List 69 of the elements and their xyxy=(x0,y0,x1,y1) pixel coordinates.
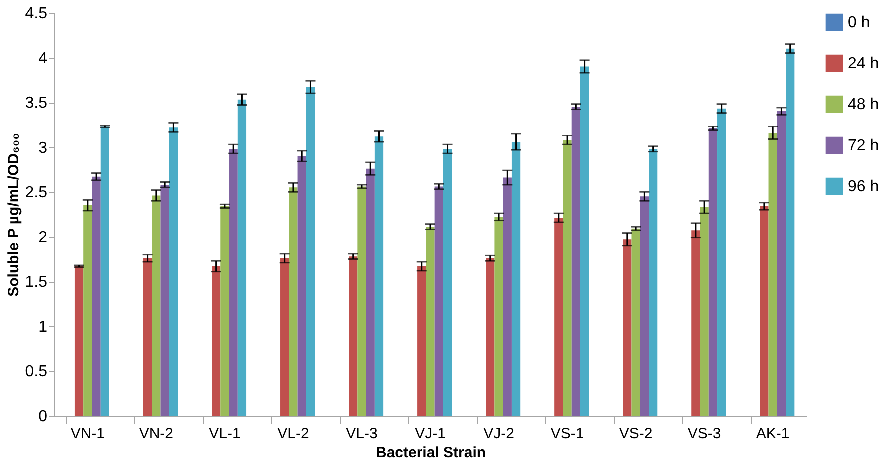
x-tick-label: VS-2 xyxy=(619,426,653,442)
y-tick-label: 2 xyxy=(38,229,48,246)
bar xyxy=(640,196,649,416)
y-tick-label: 0.5 xyxy=(25,364,48,381)
x-tick-label: VJ-1 xyxy=(415,426,446,442)
bar xyxy=(418,266,426,416)
bar xyxy=(443,149,452,416)
bar xyxy=(426,227,435,416)
y-tick-label: 0 xyxy=(38,408,48,426)
legend-label: 48 h xyxy=(848,96,880,114)
x-tick-label: AK-1 xyxy=(756,426,790,442)
bar xyxy=(649,149,658,416)
bar xyxy=(572,107,580,416)
bar xyxy=(366,168,375,416)
bar xyxy=(434,186,444,416)
bar xyxy=(92,176,101,416)
legend-label: 24 h xyxy=(848,56,880,72)
x-tick-label: VL-3 xyxy=(346,426,378,442)
bar xyxy=(349,256,358,416)
bar xyxy=(212,266,221,416)
x-tick-label: VJ-2 xyxy=(484,426,514,442)
y-tick-label: 1 xyxy=(38,318,48,336)
bar xyxy=(563,140,572,416)
bar xyxy=(700,207,709,416)
bar xyxy=(554,218,564,416)
x-tick-label: VS-3 xyxy=(688,426,722,442)
y-tick-label: 1.5 xyxy=(25,274,48,292)
bar xyxy=(169,128,178,416)
bar xyxy=(152,196,161,416)
y-tick-label: 3.5 xyxy=(25,95,48,112)
legend-label: 72 h xyxy=(848,138,880,154)
bar xyxy=(777,112,786,416)
x-tick-label: VL-1 xyxy=(209,426,241,442)
bar xyxy=(280,258,290,416)
x-tick-label: VS-1 xyxy=(550,426,584,442)
bar xyxy=(760,206,769,416)
bar xyxy=(238,100,247,416)
y-tick-label: 4.5 xyxy=(25,6,48,22)
y-tick-label: 2.5 xyxy=(25,184,48,202)
bar xyxy=(143,258,152,416)
bar xyxy=(100,126,110,416)
bar xyxy=(229,149,238,416)
legend-label: 96 h xyxy=(848,178,880,196)
bar xyxy=(503,178,512,416)
x-tick-label: VL-2 xyxy=(278,426,310,442)
bar xyxy=(708,128,718,416)
bar xyxy=(512,142,521,416)
bar xyxy=(486,258,495,416)
bar xyxy=(289,188,298,416)
bar xyxy=(306,87,316,416)
bar xyxy=(718,108,726,416)
bar xyxy=(692,230,700,416)
legend-label: 0 h xyxy=(848,14,870,32)
x-tick-label: VN-2 xyxy=(139,426,174,442)
bar xyxy=(786,48,795,416)
bar xyxy=(374,136,384,416)
bar xyxy=(580,66,590,416)
y-axis-title: Soluble P µg/mL/OD₆₀₀ xyxy=(5,133,22,297)
x-axis-title: Bacterial Strain xyxy=(376,444,486,462)
bar xyxy=(74,266,84,416)
bar xyxy=(494,217,504,416)
y-tick-label: 3 xyxy=(38,140,48,157)
bar xyxy=(84,206,92,416)
y-tick-label: 4 xyxy=(38,50,48,68)
x-tick-label: VN-1 xyxy=(70,426,106,442)
bar xyxy=(160,184,170,416)
bar xyxy=(298,156,306,416)
bar xyxy=(623,240,632,416)
bar xyxy=(768,133,778,416)
